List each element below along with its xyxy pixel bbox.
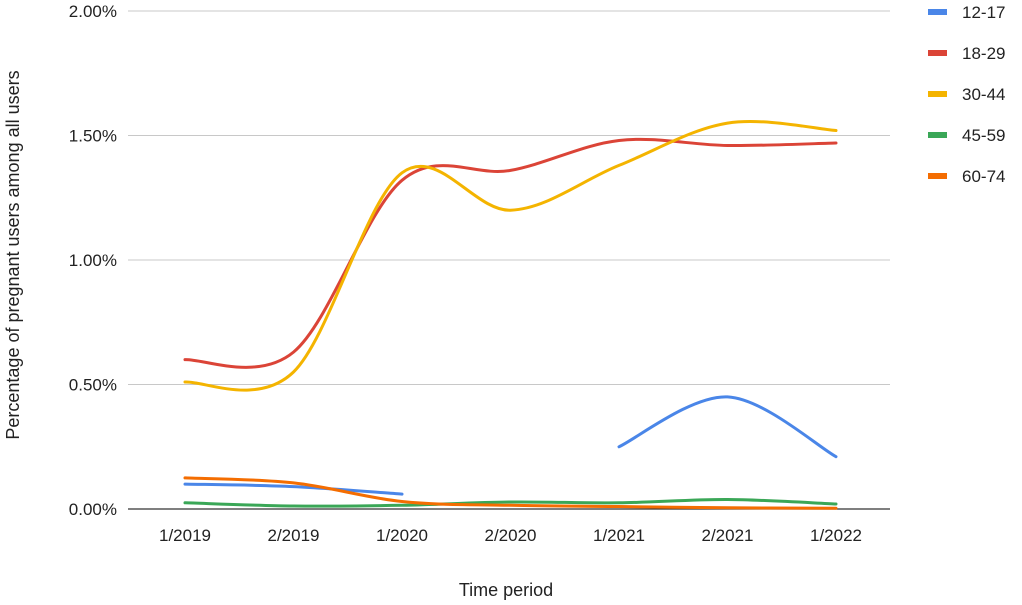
x-tick-label: 1/2019 — [159, 526, 211, 545]
x-tick-label: 1/2021 — [593, 526, 645, 545]
legend-swatch — [928, 173, 947, 179]
legend-label: 12-17 — [962, 3, 1005, 22]
legend-swatch — [928, 91, 947, 97]
grid-layer — [128, 10, 890, 510]
x-tick-label: 1/2020 — [376, 526, 428, 545]
series-line-12-17 — [183, 482, 404, 496]
x-tick-label: 2/2019 — [268, 526, 320, 545]
legend: 12-17 18-29 30-44 45-59 60-74 — [928, 3, 1005, 186]
legend-label: 18-29 — [962, 44, 1005, 63]
series-line-60-74 — [183, 476, 838, 510]
y-tick-label: 0.50% — [69, 376, 117, 395]
x-tick-labels: 1/2019 2/2019 1/2020 2/2020 1/2021 2/2021 1/20… — [159, 526, 862, 545]
y-tick-label: 1.00% — [69, 251, 117, 270]
legend-label: 30-44 — [962, 85, 1005, 104]
series-line-12-17 — [617, 395, 838, 459]
y-axis-title: Percentage of pregnant users among all u… — [3, 70, 23, 439]
y-tick-label: 0.00% — [69, 500, 117, 519]
series-line-18-29 — [183, 137, 838, 369]
legend-swatch — [928, 9, 947, 15]
x-tick-label: 2/2020 — [485, 526, 537, 545]
y-tick-labels: 0.00% 0.50% 1.00% 1.50% 2.00% — [69, 2, 117, 519]
y-tick-label: 2.00% — [69, 2, 117, 21]
x-axis-title: Time period — [459, 580, 553, 600]
legend-label: 60-74 — [962, 167, 1005, 186]
series-layer — [183, 119, 838, 510]
legend-swatch — [928, 132, 947, 138]
x-tick-label: 1/2022 — [810, 526, 862, 545]
legend-label: 45-59 — [962, 126, 1005, 145]
x-tick-label: 2/2021 — [702, 526, 754, 545]
series-line-30-44 — [183, 119, 838, 392]
legend-swatch — [928, 50, 947, 56]
y-tick-label: 1.50% — [69, 127, 117, 146]
series-line-45-59 — [183, 497, 838, 508]
